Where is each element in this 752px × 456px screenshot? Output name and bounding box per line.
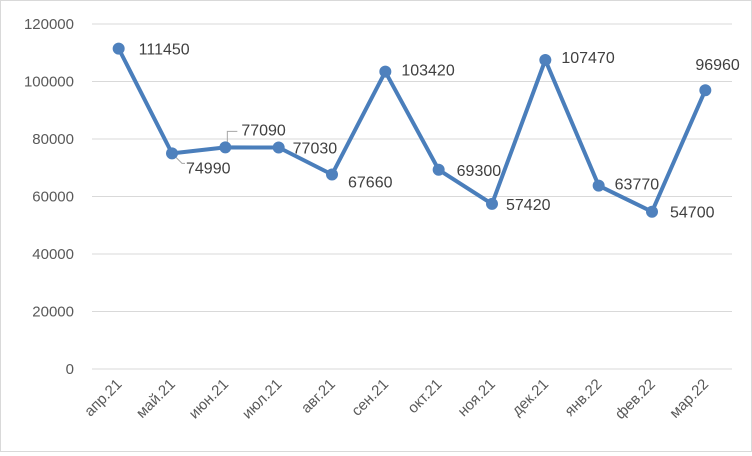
- y-axis-tick-labels: 0 20000 40000 60000 80000 100000 120000: [24, 16, 74, 378]
- x-tick-label: сен.21: [348, 376, 392, 420]
- data-labels: 111450 74990 77090 77030 67660 103420 69300574…: [139, 42, 740, 222]
- data-label: 69300: [457, 163, 502, 180]
- x-tick-label: ноя.21: [455, 376, 499, 420]
- x-axis-tick-labels: апр.21 май.21 июн.21 июл.21 авг.21 сен.21 окт.…: [81, 376, 712, 423]
- gridlines: [92, 23, 732, 370]
- data-label: 111450: [139, 42, 190, 59]
- data-label: 57420: [506, 197, 551, 214]
- data-label: 74990: [186, 160, 231, 177]
- data-point: [699, 84, 712, 97]
- data-point: [486, 197, 498, 210]
- data-point: [539, 54, 552, 67]
- data-label-leader-lines: [175, 130, 238, 164]
- data-point: [379, 65, 392, 78]
- y-tick-label: 80000: [32, 131, 74, 148]
- data-label: 103420: [401, 63, 454, 80]
- x-tick-label: дек.21: [509, 376, 552, 419]
- data-point: [592, 179, 605, 192]
- y-tick-label: 100000: [24, 74, 74, 91]
- data-point: [219, 141, 232, 154]
- data-label: 107470: [561, 50, 614, 67]
- data-label: 77090: [241, 122, 286, 139]
- x-tick-label: мар.22: [666, 376, 712, 422]
- data-point: [326, 168, 338, 181]
- data-point: [646, 205, 658, 218]
- data-point: [432, 163, 445, 176]
- data-point-markers: [112, 42, 712, 218]
- data-label: 54700: [670, 205, 715, 222]
- data-label: 67660: [348, 174, 393, 191]
- y-tick-label: 120000: [24, 16, 74, 33]
- series-line: [116, 46, 708, 214]
- data-label: 96960: [695, 57, 740, 74]
- data-label: 77030: [293, 141, 338, 158]
- y-tick-label: 20000: [32, 304, 74, 321]
- x-tick-label: апр.21: [81, 376, 125, 420]
- y-tick-label: 60000: [32, 189, 74, 206]
- leader-line: [175, 157, 185, 164]
- x-tick-label: окт.21: [404, 376, 445, 417]
- x-tick-label: авг.21: [298, 376, 339, 417]
- x-tick-label: июн.21: [186, 376, 233, 423]
- x-tick-label: фев.22: [612, 376, 659, 423]
- x-tick-label: май.21: [133, 376, 179, 422]
- y-tick-label: 40000: [32, 246, 74, 263]
- x-tick-label: июл.21: [239, 376, 286, 423]
- y-tick-label: 0: [66, 361, 74, 378]
- leader-line: [226, 130, 238, 144]
- series-line-path: [116, 46, 708, 214]
- x-tick-label: янв.22: [561, 376, 605, 420]
- data-point: [112, 42, 125, 55]
- data-point: [272, 141, 285, 154]
- data-label: 63770: [615, 177, 660, 194]
- data-point: [166, 147, 178, 160]
